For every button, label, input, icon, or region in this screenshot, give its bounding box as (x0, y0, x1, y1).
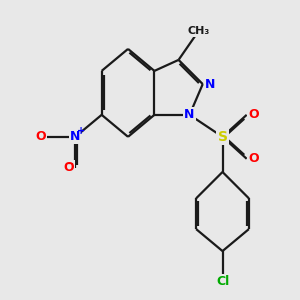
Text: N: N (184, 108, 195, 121)
Text: S: S (218, 130, 227, 144)
Text: CH₃: CH₃ (187, 26, 209, 36)
Text: O: O (64, 161, 74, 174)
Text: N: N (70, 130, 80, 143)
Text: Cl: Cl (216, 275, 229, 288)
Text: +: + (77, 126, 85, 136)
Text: N: N (205, 78, 215, 91)
Text: O: O (248, 108, 259, 121)
Text: −: − (65, 159, 74, 169)
Text: O: O (248, 152, 259, 165)
Text: O: O (35, 130, 46, 143)
